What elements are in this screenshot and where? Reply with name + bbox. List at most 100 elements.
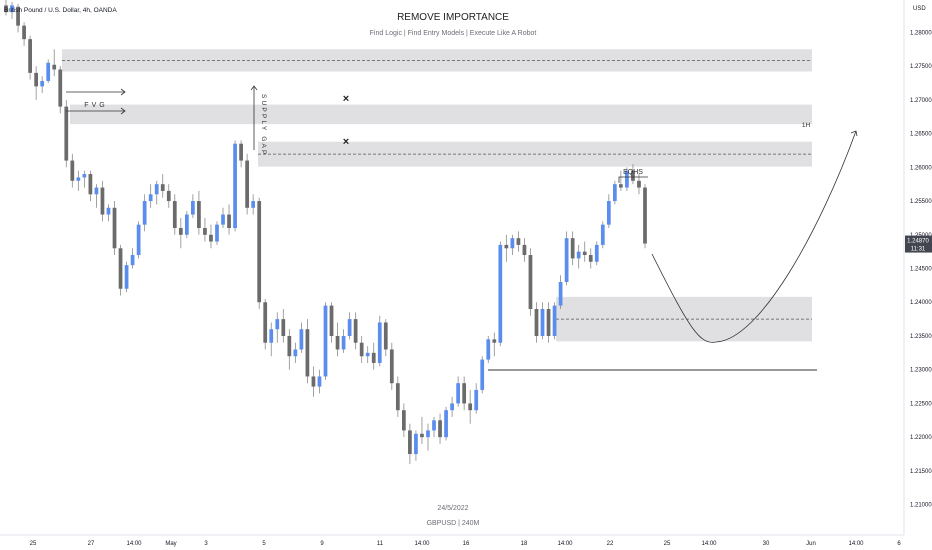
price-tick-label: 1.24000: [910, 300, 932, 306]
candle-body: [371, 352, 376, 363]
fvg-label: FVG: [84, 102, 107, 109]
candle-body: [540, 308, 545, 336]
candle-body: [251, 201, 256, 208]
candle-body: [323, 305, 328, 377]
time-tick-label: 5: [262, 541, 266, 547]
candle-body: [408, 430, 412, 455]
candle-body: [401, 410, 406, 431]
candle-body: [172, 201, 177, 229]
candle-body: [142, 201, 147, 225]
candle-body: [209, 234, 213, 242]
price-tick-label: 1.24500: [910, 267, 932, 273]
candle-body: [166, 190, 171, 202]
zones-layer: [62, 49, 812, 342]
time-tick-label: May: [165, 541, 176, 547]
candle-body: [154, 184, 159, 195]
candle-body: [263, 302, 268, 343]
price-tick-label: 1.27000: [910, 98, 932, 104]
candle-body: [94, 187, 99, 195]
candle-body: [329, 305, 334, 336]
candle-body: [233, 143, 237, 229]
candle-body: [631, 170, 635, 181]
time-tick-label: 14:00: [126, 541, 142, 547]
candle-body: [444, 410, 448, 438]
last-price-badge-bg: [905, 235, 932, 253]
candle-body: [16, 6, 20, 26]
candle-body: [100, 187, 105, 215]
drawings-layer: × × FVG 1H EQHS SUPPLY GAP: [66, 85, 858, 371]
candle-body: [335, 335, 340, 350]
candle-body: [106, 207, 111, 215]
candle-body: [184, 214, 189, 235]
time-tick-label: 6: [897, 541, 901, 547]
candle-body: [341, 335, 346, 350]
time-tick-label: 14:00: [701, 541, 717, 547]
candle-body: [456, 383, 460, 404]
candle-body: [293, 349, 298, 357]
candle-body: [395, 383, 400, 411]
time-axis[interactable]: 25 27 14:00 May 3 5 9 11 14:00 16 18 14:00 22 25 14:00…: [30, 541, 902, 547]
candle-body: [269, 329, 274, 343]
candle-body: [600, 224, 605, 245]
candle-body: [474, 389, 479, 411]
price-tick-label: 1.22500: [910, 401, 932, 407]
candle-body: [588, 255, 593, 262]
candle-body: [438, 420, 442, 438]
candle-body: [239, 143, 243, 161]
candle-body: [612, 184, 617, 202]
time-tick-label: 16: [463, 541, 470, 547]
candle-body: [389, 349, 394, 384]
candle-body: [468, 403, 473, 411]
candle-body: [58, 69, 63, 107]
candle-body: [4, 5, 8, 13]
candle-body: [594, 244, 599, 262]
candle-body: [516, 238, 521, 245]
candle-body: [215, 224, 219, 242]
candle-body: [498, 244, 503, 343]
candle-body: [462, 383, 467, 404]
candle-body: [377, 322, 382, 363]
candle-body: [619, 184, 623, 188]
candle-body: [112, 207, 117, 249]
candle-body: [492, 339, 497, 343]
candle-body: [625, 170, 629, 188]
candle-body: [576, 251, 581, 259]
price-axis[interactable]: 1.28000 1.27500 1.27000 1.26500 1.26000 1.255…: [910, 30, 932, 508]
time-tick-label: 27: [88, 541, 95, 547]
fvg-ray-lower-arrow: [120, 107, 126, 115]
eqhs-bracket: [618, 176, 648, 183]
candle-body: [546, 308, 551, 336]
candle-body: [64, 106, 69, 161]
candle-body: [221, 214, 225, 225]
candle-body: [426, 430, 430, 438]
candle-body: [365, 352, 370, 357]
candle-body: [46, 62, 51, 81]
candle-body: [299, 329, 304, 350]
candle-body: [552, 305, 557, 336]
candle-body: [148, 194, 153, 202]
candle-body: [534, 308, 539, 336]
candle-body: [528, 255, 533, 309]
candle-body: [305, 329, 310, 377]
candle-body: [510, 238, 515, 249]
candles-layer: [4, 0, 647, 465]
eqhs-label: EQHS: [623, 169, 643, 176]
candle-body: [522, 244, 527, 256]
candle-body: [414, 433, 418, 455]
supply-gap-arrow: [250, 85, 258, 91]
candle-body: [275, 319, 280, 330]
x-marker-lower: ×: [343, 136, 349, 148]
last-price-value: 1.24870: [907, 239, 929, 245]
candle-body: [450, 403, 454, 411]
candle-body: [52, 64, 57, 70]
time-tick-label: 14:00: [848, 541, 864, 547]
time-tick-label: 30: [763, 541, 770, 547]
time-tick-label: 11: [377, 541, 384, 547]
price-tick-label: 1.22000: [910, 435, 932, 441]
candle-body: [558, 282, 563, 306]
candle-body: [606, 201, 611, 225]
candle-body: [432, 420, 436, 431]
candle-body: [40, 80, 45, 87]
time-tick-label: 22: [607, 541, 614, 547]
